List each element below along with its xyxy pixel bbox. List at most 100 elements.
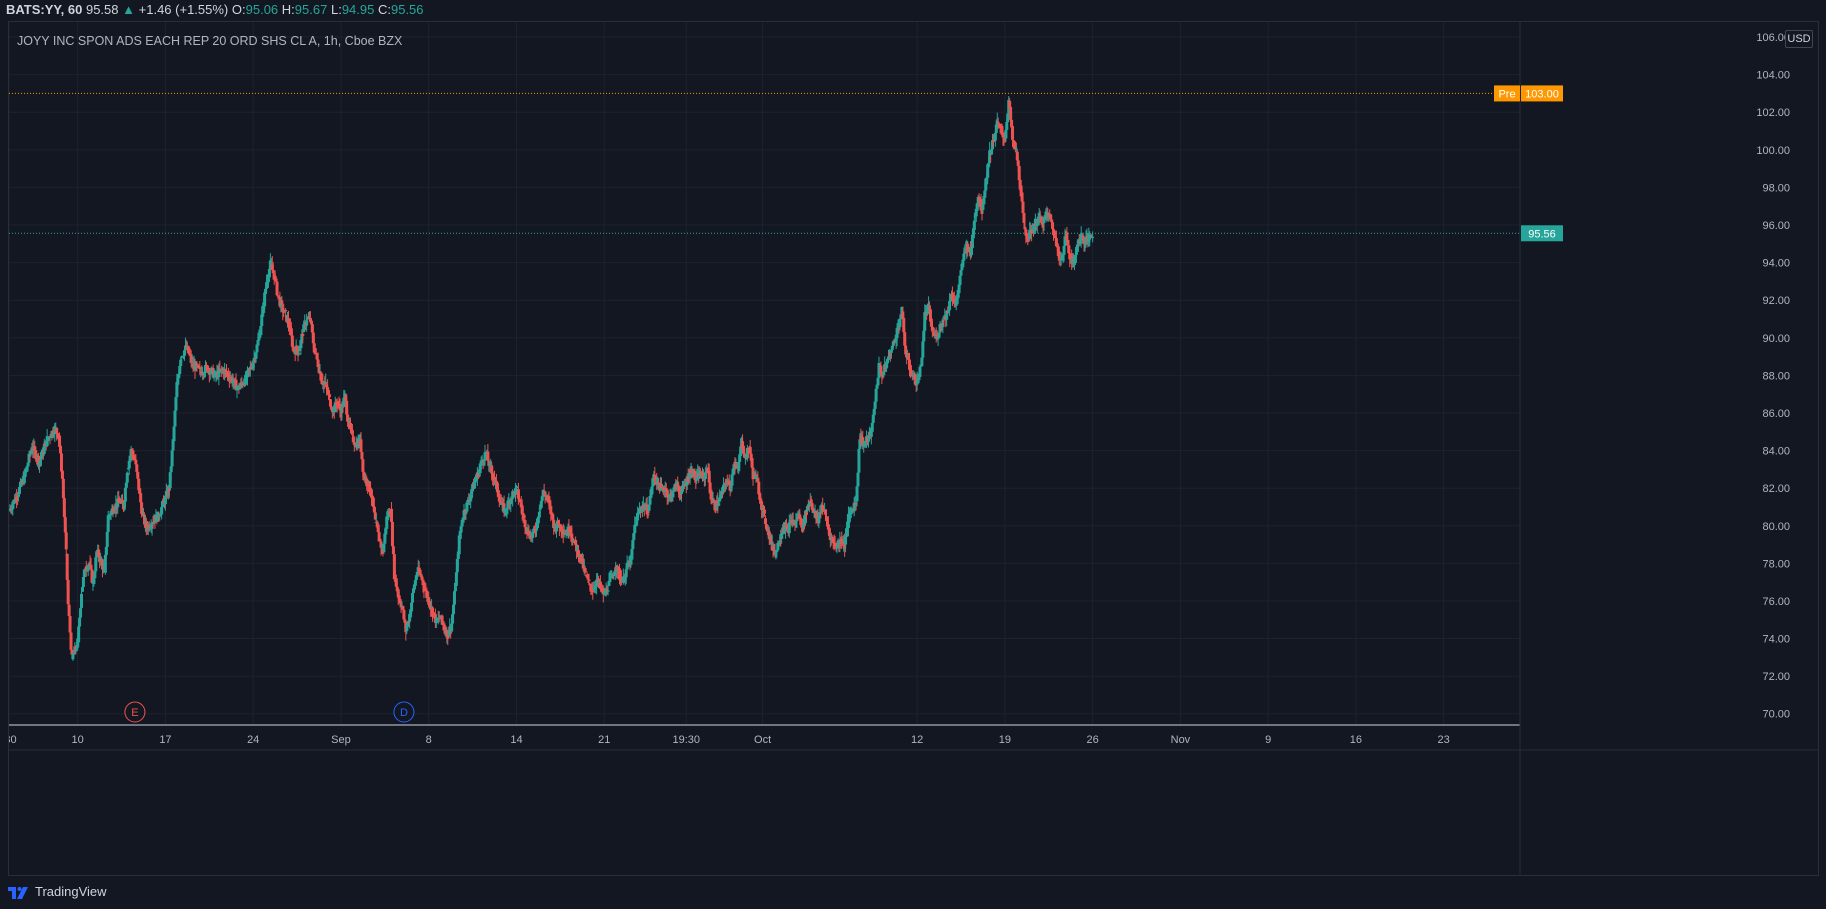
candle-body: [331, 409, 335, 412]
candle-body: [514, 488, 518, 495]
candle-body: [891, 341, 895, 346]
candle-body: [705, 471, 709, 473]
candle-body: [909, 372, 913, 377]
candle-body: [549, 506, 553, 515]
candle-body: [1078, 239, 1082, 244]
candle-body: [545, 496, 549, 498]
open-label: O:: [231, 2, 246, 17]
candle-body: [311, 332, 315, 344]
candle-body: [511, 491, 515, 499]
candle-body: [211, 368, 215, 378]
candle-body: [111, 508, 115, 514]
candle-body: [277, 296, 281, 298]
candle-body: [767, 531, 771, 540]
candle-body: [377, 532, 381, 542]
candle-body: [1061, 254, 1065, 261]
candle-body: [993, 132, 997, 141]
currency-button[interactable]: USD: [1785, 30, 1813, 48]
price-chart[interactable]: 106.00 104.00 102.00 100.00 98.00 96.00 94.00 9…: [9, 22, 1818, 875]
candle-body: [536, 517, 540, 519]
candle-body: [395, 586, 399, 592]
candle-body: [984, 178, 988, 191]
candle-body: [593, 587, 597, 589]
candle-body: [721, 491, 725, 493]
candle-body: [986, 164, 990, 178]
x-tick-label: 24: [247, 734, 259, 746]
candle-body: [259, 325, 263, 336]
candle-body: [465, 502, 469, 512]
candle-body: [1025, 235, 1029, 239]
price-marker: [1521, 85, 1563, 102]
chart-title: JOYY INC SPON ADS EACH REP 20 ORD SHS CL…: [17, 34, 403, 48]
candle-body: [805, 506, 809, 511]
candle-body: [607, 580, 611, 586]
candle-body: [975, 203, 979, 209]
candle-body: [71, 654, 75, 660]
candle-body: [1011, 140, 1015, 142]
candle-body: [737, 461, 741, 472]
candle-body: [716, 500, 720, 506]
candle-body: [1006, 113, 1010, 123]
candle-body: [217, 368, 221, 378]
candle-body: [502, 503, 506, 513]
candle-body: [643, 507, 647, 510]
candle-body: [638, 509, 642, 513]
candle-body: [527, 531, 531, 536]
candle-body: [329, 406, 333, 410]
candle-body: [748, 446, 752, 454]
candle-body: [488, 463, 492, 466]
candle-body: [1052, 229, 1056, 236]
candle-body: [595, 579, 599, 587]
candle-body: [144, 520, 148, 529]
candle-body: [516, 489, 520, 499]
candle-body: [137, 478, 141, 491]
candle-body: [707, 470, 711, 483]
candle-body: [236, 386, 240, 388]
candle-body: [33, 446, 37, 451]
candle-body: [240, 382, 244, 384]
candle-body: [328, 399, 332, 407]
candle-body: [969, 248, 973, 256]
candle-body: [898, 319, 902, 328]
candle-body: [134, 459, 138, 465]
chart-pane[interactable]: 106.00 104.00 102.00 100.00 98.00 96.00 94.00 9…: [8, 21, 1819, 876]
candle-body: [1087, 234, 1091, 243]
candle-body: [103, 554, 107, 573]
y-tick-label: 76.00: [1762, 596, 1790, 608]
candle-body: [230, 377, 234, 384]
candle-body: [804, 510, 808, 524]
candle-body: [401, 606, 405, 610]
candle-body: [642, 504, 646, 510]
candle-body: [249, 366, 253, 368]
candle-body: [410, 602, 414, 612]
symbol-name[interactable]: BATS:YY, 60: [6, 2, 83, 17]
candle-body: [649, 494, 653, 497]
candle-body: [322, 382, 326, 385]
candle-body: [668, 494, 672, 498]
candle-body: [70, 649, 74, 655]
candle-body: [482, 460, 486, 462]
candle-body: [461, 517, 465, 523]
candle-body: [262, 306, 266, 310]
x-tick-label: 21: [598, 734, 610, 746]
candle-body: [587, 579, 591, 581]
candle-body: [280, 300, 284, 304]
brand-link[interactable]: TradingView: [8, 884, 107, 899]
candle-body: [659, 483, 663, 489]
candle-body: [1005, 122, 1009, 130]
candle-body: [556, 520, 560, 525]
y-tick-label: 82.00: [1762, 483, 1790, 495]
candle-body: [992, 140, 996, 142]
candle-body: [762, 507, 766, 510]
candle-body: [857, 448, 861, 473]
candle-body: [55, 427, 59, 434]
candle-body: [861, 437, 865, 447]
candle-body: [967, 250, 971, 252]
candle-body: [45, 436, 49, 447]
candle-body: [875, 385, 879, 389]
candle-body: [289, 328, 293, 336]
candle-body: [1048, 213, 1052, 216]
candle-body: [618, 576, 622, 579]
candle-body: [800, 518, 804, 528]
candle-body: [535, 518, 539, 529]
